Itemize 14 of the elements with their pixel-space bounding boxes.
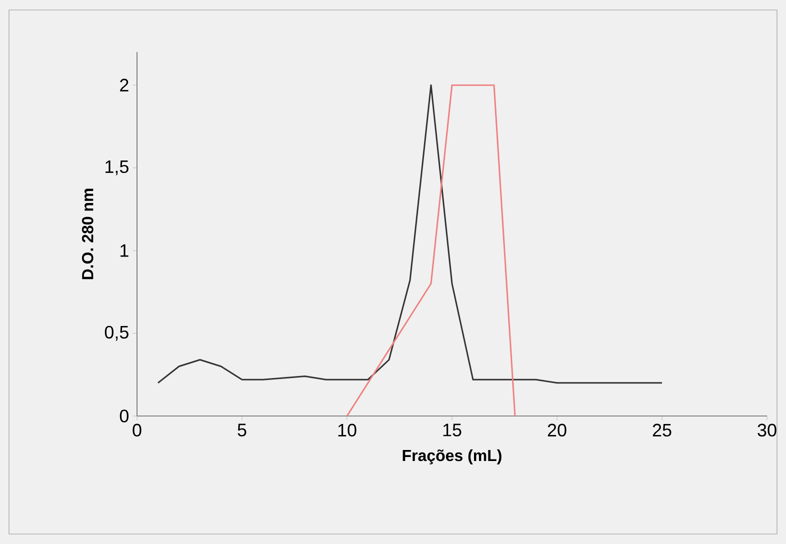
- y-tick-label: 1,5: [106, 160, 128, 176]
- y-axis-title: D.O. 280 nm: [82, 188, 94, 280]
- y-tick-label: 1: [120, 244, 128, 257]
- x-tick-label: 25: [652, 424, 672, 437]
- x-tick-label: 30: [758, 424, 776, 437]
- x-tick-label: 20: [548, 424, 566, 437]
- x-tick-label: 15: [443, 424, 462, 436]
- y-tick-label: 2: [120, 78, 128, 92]
- x-tick-label: 0: [132, 424, 142, 437]
- x-tick-label: 10: [338, 424, 356, 437]
- y-tick-label: 0: [120, 410, 129, 422]
- x-axis-title: Frações (mL): [402, 449, 502, 464]
- y-tick-label: 0,5: [104, 326, 128, 341]
- x-tick-label: 5: [238, 424, 246, 436]
